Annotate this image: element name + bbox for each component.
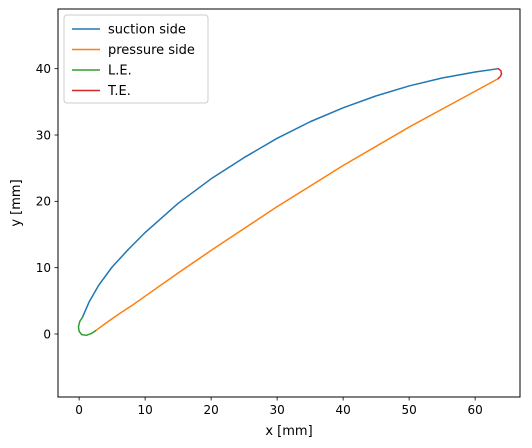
series-line-2 bbox=[77, 316, 97, 337]
legend-label: T.E. bbox=[107, 84, 131, 99]
plot-frame bbox=[57, 8, 521, 398]
y-tick-label: 0 bbox=[43, 327, 51, 341]
series-line-0 bbox=[81, 67, 499, 319]
plot-lines bbox=[77, 67, 503, 337]
y-tick-label: 10 bbox=[36, 261, 51, 275]
legend-label: L.E. bbox=[108, 64, 132, 79]
legend-label: suction side bbox=[108, 23, 186, 38]
y-tick-label: 30 bbox=[36, 128, 51, 142]
legend: suction side pressure side L.E. T.E. bbox=[63, 14, 209, 104]
series-line-3 bbox=[497, 67, 503, 80]
x-tick-label: 0 bbox=[75, 403, 83, 417]
legend-box bbox=[63, 14, 209, 104]
x-axis-label: x [mm] bbox=[265, 424, 312, 439]
x-tick-label: 10 bbox=[137, 403, 152, 417]
y-axis-ticks: 0 10 20 30 40 bbox=[36, 62, 58, 341]
x-tick-label: 60 bbox=[467, 403, 482, 417]
y-tick-label: 20 bbox=[36, 195, 51, 209]
y-tick-label: 40 bbox=[36, 62, 51, 76]
legend-label: pressure side bbox=[108, 43, 195, 58]
x-axis-ticks: 0 10 20 30 40 50 60 bbox=[75, 397, 483, 417]
x-tick-label: 30 bbox=[269, 403, 284, 417]
y-axis-label: y [mm] bbox=[9, 179, 24, 226]
series-line-1 bbox=[94, 77, 499, 332]
x-tick-label: 20 bbox=[203, 403, 218, 417]
x-tick-label: 40 bbox=[335, 403, 350, 417]
x-tick-label: 50 bbox=[401, 403, 416, 417]
